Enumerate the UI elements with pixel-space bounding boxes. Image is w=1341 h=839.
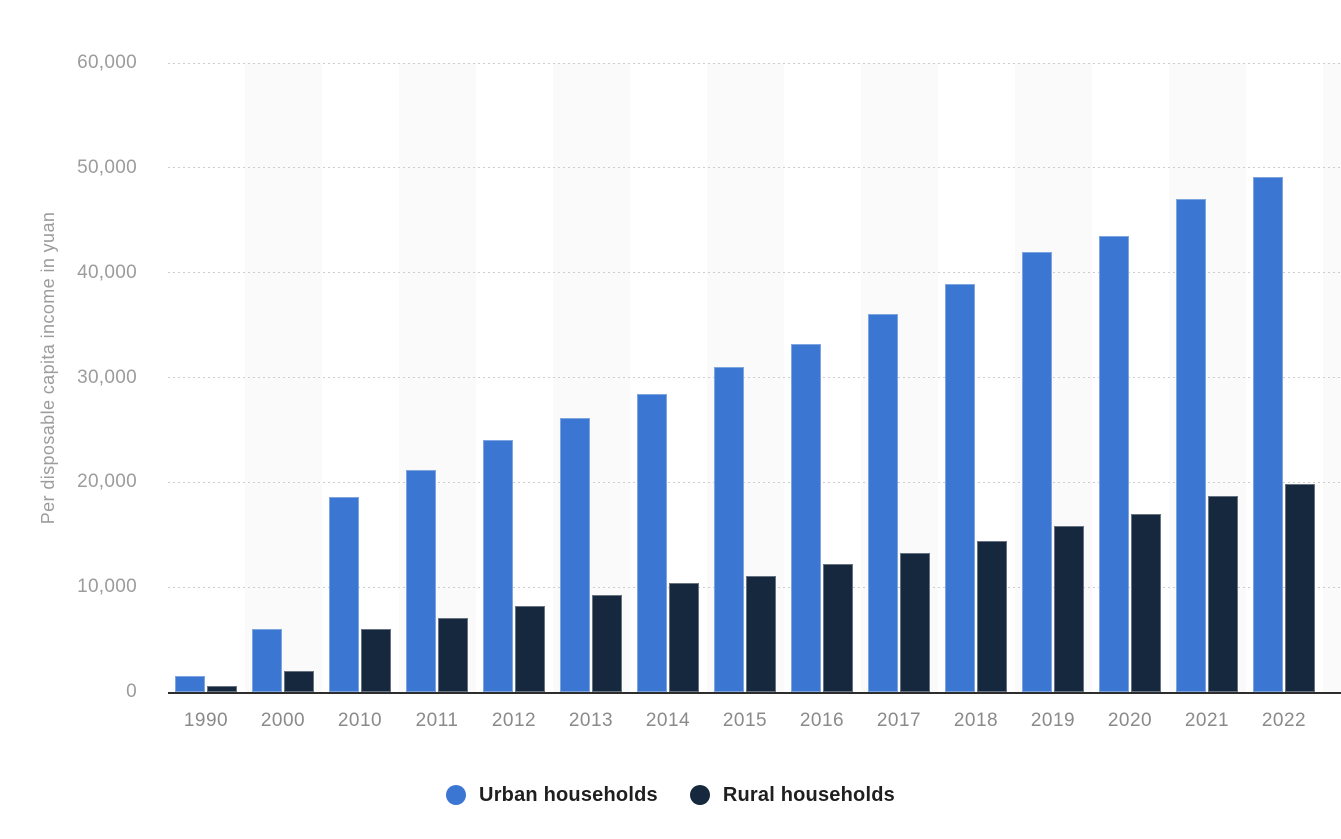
bar-urban-2019[interactable] — [1022, 251, 1052, 692]
bar-urban-2014[interactable] — [637, 394, 667, 692]
urban-legend-dot-icon — [446, 785, 467, 805]
legend-item-rural-households[interactable]: Rural households — [689, 783, 895, 807]
bar-urban-2021[interactable] — [1176, 199, 1206, 692]
x-axis-baseline — [167, 692, 1341, 694]
x-axis-label-2011: 2011 — [415, 710, 459, 731]
bar-urban-2011[interactable] — [406, 469, 436, 692]
bar-rural-2020[interactable] — [1131, 513, 1161, 692]
bar-urban-2022[interactable] — [1253, 177, 1283, 692]
rural-legend-dot-icon — [689, 785, 710, 805]
bar-urban-2000[interactable] — [252, 629, 282, 692]
bar-rural-2017[interactable] — [900, 552, 930, 692]
bar-urban-2010[interactable] — [329, 497, 359, 692]
bar-rural-2013[interactable] — [592, 594, 622, 692]
y-tick-label: 60,000 — [77, 52, 137, 73]
bar-rural-2016[interactable] — [823, 564, 853, 692]
bar-urban-2015[interactable] — [714, 367, 744, 692]
bar-rural-2012[interactable] — [515, 606, 545, 692]
y-tick-label: 20,000 — [77, 471, 137, 493]
x-axis-label-1990: 1990 — [183, 710, 229, 731]
bar-urban-2012[interactable] — [483, 440, 513, 692]
y-tick-label: 40,000 — [77, 261, 137, 283]
x-axis-label-2017: 2017 — [876, 710, 922, 731]
gridline — [167, 272, 1341, 274]
x-axis-label-2012: 2012 — [491, 710, 537, 731]
x-axis-label-2014: 2014 — [645, 710, 691, 731]
gridline — [167, 481, 1341, 483]
bar-urban-2016[interactable] — [791, 343, 821, 692]
legend-item-urban-households[interactable]: Urban households — [446, 784, 658, 807]
bar-urban-2018[interactable] — [945, 284, 975, 692]
bar-rural-2011[interactable] — [438, 617, 468, 692]
bar-urban-2017[interactable] — [868, 313, 898, 692]
x-axis-label-2021: 2021 — [1184, 710, 1230, 731]
bar-urban-1990[interactable] — [175, 676, 205, 692]
bar-urban-2020[interactable] — [1099, 235, 1129, 692]
y-tick-label: 0 — [126, 681, 137, 702]
bar-rural-2018[interactable] — [977, 541, 1007, 692]
bar-rural-2022[interactable] — [1285, 484, 1315, 692]
y-tick-label: 10,000 — [77, 576, 137, 598]
x-axis-label-2015: 2015 — [722, 710, 768, 731]
x-axis-label-2019: 2019 — [1030, 710, 1076, 731]
x-axis-label-2016: 2016 — [799, 710, 845, 731]
x-axis-label-2000: 2000 — [260, 710, 306, 731]
gridline — [167, 62, 1341, 64]
legend: Urban households Rural households — [0, 777, 1341, 813]
bar-rural-1990[interactable] — [207, 685, 237, 692]
x-axis-label-2020: 2020 — [1107, 710, 1153, 731]
bar-rural-2010[interactable] — [361, 629, 391, 692]
bar-rural-2021[interactable] — [1208, 495, 1238, 692]
bar-rural-2015[interactable] — [746, 575, 776, 692]
y-tick-label: 30,000 — [77, 366, 137, 388]
x-axis-label-2010: 2010 — [337, 710, 383, 731]
bar-rural-2019[interactable] — [1054, 526, 1084, 692]
x-axis-label-2022: 2022 — [1261, 710, 1307, 731]
legend-label: Urban households — [479, 783, 658, 806]
legend-label: Rural households — [722, 783, 895, 806]
gridline — [167, 377, 1341, 378]
bar-rural-2000[interactable] — [284, 671, 314, 692]
x-axis-label-2013: 2013 — [568, 710, 614, 731]
y-tick-label: 50,000 — [77, 156, 137, 178]
gridline — [167, 167, 1341, 169]
bar-urban-2013[interactable] — [560, 418, 590, 692]
bar-rural-2014[interactable] — [669, 582, 699, 692]
x-axis-label-2018: 2018 — [953, 710, 999, 731]
